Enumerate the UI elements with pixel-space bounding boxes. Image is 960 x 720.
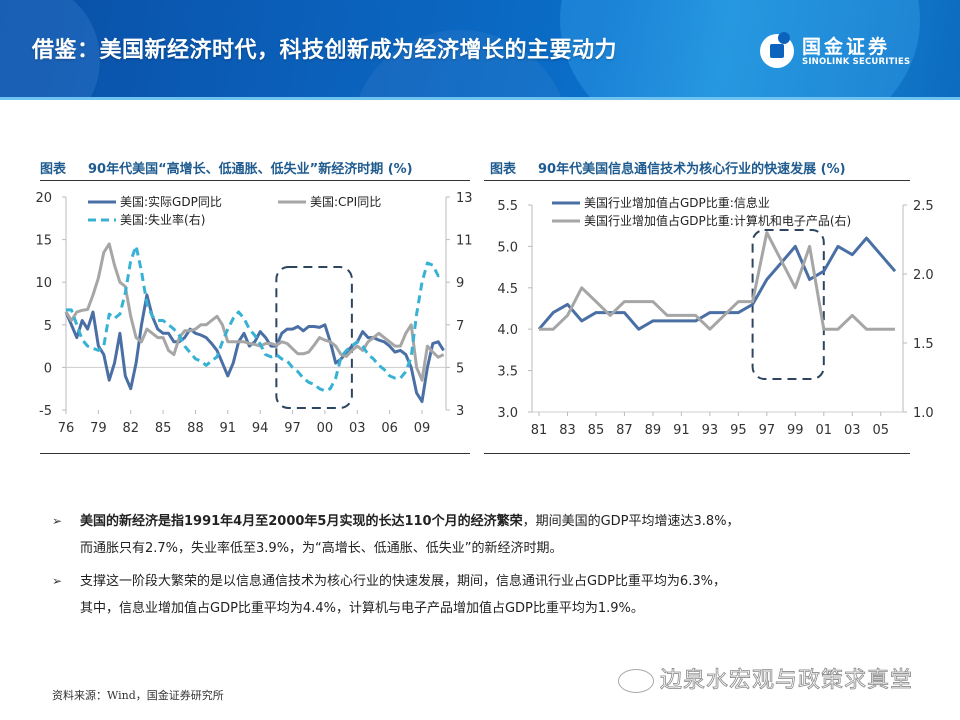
- y-tick-label-left: 4.5: [497, 282, 518, 297]
- series-line-1: [64, 293, 445, 403]
- bullet-arrow-icon: ➢: [52, 514, 63, 528]
- y-tick-label-right: 1.5: [913, 337, 934, 352]
- x-tick-label: 03: [844, 423, 861, 438]
- watermark: 边泉水宏观与政策求真堂: [618, 662, 913, 694]
- y-tick-label-right: 3: [456, 404, 464, 419]
- chart-left-label: 图表: [40, 162, 67, 177]
- watermark-text: 边泉水宏观与政策求真堂: [660, 668, 914, 694]
- x-tick-label: 99: [787, 423, 804, 438]
- x-tick-label: 88: [187, 421, 204, 436]
- bullet-text-line2: 其中，信息业增加值占GDP比重平均为4.4%，计算机与电子产品增加值占GDP比重…: [80, 601, 644, 616]
- x-tick-label: 03: [349, 421, 366, 436]
- y-tick-label-left: 5.0: [497, 240, 518, 255]
- bullet-bold-text: 美国的新经济是指1991年4月至2000年5月实现的长达110个月的经济繁荣: [80, 514, 523, 529]
- x-tick-label: 09: [414, 421, 431, 436]
- x-tick-label: 97: [759, 423, 776, 438]
- x-tick-label: 85: [155, 421, 172, 436]
- legend-label: 美国行业增加值占GDP比重:信息业: [584, 195, 770, 210]
- y-tick-label-left: 0: [44, 361, 52, 376]
- x-tick-label: 81: [531, 423, 548, 438]
- x-tick-label: 79: [90, 421, 107, 436]
- x-tick-label: 05: [872, 423, 889, 438]
- y-tick-label-left: 5: [44, 319, 52, 334]
- legend-label: 美国行业增加值占GDP比重:计算机和电子产品(右): [584, 213, 851, 228]
- x-tick-label: 85: [588, 423, 605, 438]
- x-tick-label: 97: [284, 421, 301, 436]
- x-tick-label: 94: [252, 421, 269, 436]
- x-tick-label: 83: [559, 423, 576, 438]
- series-line-3: [66, 244, 445, 393]
- header-banner: 借鉴：美国新经济时代，科技创新成为经济增长的主要动力 国金证券 SINOLINK…: [0, 0, 960, 100]
- y-tick-label-left: 20: [35, 191, 52, 206]
- x-tick-label: 00: [317, 421, 334, 436]
- legend-label: 美国:CPI同比: [310, 195, 381, 209]
- chart-left-bottom-rule: [40, 453, 470, 454]
- y-tick-label-left: 3.5: [497, 365, 518, 380]
- x-tick-label: 95: [730, 423, 747, 438]
- bullet-arrow-icon: ➢: [52, 574, 63, 588]
- decor-orb: [560, 0, 920, 100]
- y-tick-label-right: 7: [456, 319, 464, 334]
- bullet-text: 支撑这一阶段大繁荣的是以信息通信技术为核心行业的快速发展，期间，信息通讯行业占G…: [80, 574, 726, 589]
- x-tick-label: 82: [122, 421, 139, 436]
- company-logo: 国金证券 SINOLINK SECURITIES: [760, 30, 950, 74]
- bullet-item: ➢ 美国的新经济是指1991年4月至2000年5月实现的长达110个月的经济繁荣…: [52, 508, 932, 562]
- bullet-item: ➢ 支撑这一阶段大繁荣的是以信息通信技术为核心行业的快速发展，期间，信息通讯行业…: [52, 568, 932, 622]
- legend-label: 美国:失业率(右): [120, 212, 205, 227]
- y-tick-label-right: 11: [456, 234, 473, 249]
- y-tick-label-left: 4.0: [497, 323, 518, 338]
- x-tick-label: 01: [816, 423, 833, 438]
- bullet-list: ➢ 美国的新经济是指1991年4月至2000年5月实现的长达110个月的经济繁荣…: [52, 508, 932, 628]
- y-tick-label-right: 2.0: [913, 268, 934, 283]
- x-tick-label: 76: [58, 421, 75, 436]
- chart-left-title: 图表 90年代美国“高增长、低通胀、低失业”新经济时期 (%): [40, 158, 413, 177]
- bullet-text-line2: 而通胀只有2.7%，失业率低至3.9%，为“高增长、低通胀、低失业”的新经济时期…: [80, 541, 563, 556]
- y-tick-label-right: 5: [456, 361, 464, 376]
- y-tick-label-right: 9: [456, 276, 464, 291]
- y-tick-label-left: 15: [35, 234, 52, 249]
- chart-left-title-text: 90年代美国“高增长、低通胀、低失业”新经济时期 (%): [88, 162, 413, 177]
- y-tick-label-right: 13: [456, 191, 473, 206]
- bullet-text: ，期间美国的GDP平均增速达3.8%，: [522, 514, 740, 529]
- decor-orb: [0, 0, 100, 100]
- x-tick-label: 06: [381, 421, 398, 436]
- wechat-icon: [618, 669, 654, 693]
- chart-right-bottom-rule: [484, 453, 910, 454]
- y-tick-label-left: 10: [35, 276, 52, 291]
- chart-right-top-rule: [484, 180, 910, 181]
- y-tick-label-left: 5.5: [497, 199, 518, 214]
- x-tick-label: 89: [645, 423, 662, 438]
- chart-left-top-rule: [40, 180, 470, 181]
- page-title: 借鉴：美国新经济时代，科技创新成为经济增长的主要动力: [32, 38, 618, 63]
- y-tick-label-left: 3.0: [497, 406, 518, 421]
- series-line-1: [537, 236, 897, 331]
- legend-label: 美国:实际GDP同比: [120, 194, 222, 209]
- source-note: 资料来源：Wind，国金证券研究所: [52, 689, 224, 702]
- y-tick-label-left: -5: [39, 404, 52, 419]
- logo-mark-icon: [760, 32, 794, 68]
- series-line-2: [539, 231, 895, 331]
- x-tick-label: 91: [220, 421, 237, 436]
- header-divider: [0, 97, 960, 100]
- chart-right-title-text: 90年代美国信息通信技术为核心行业的快速发展 (%): [538, 162, 846, 177]
- highlight-box: [275, 266, 353, 409]
- y-tick-label-right: 2.5: [913, 199, 934, 214]
- x-tick-label: 87: [616, 423, 633, 438]
- y-tick-label-right: 1.0: [913, 406, 934, 421]
- logo-en: SINOLINK SECURITIES: [802, 57, 911, 67]
- logo-cn: 国金证券: [802, 36, 891, 58]
- chart-right-label: 图表: [490, 162, 517, 177]
- x-tick-label: 93: [702, 423, 719, 438]
- series-line-2: [64, 242, 445, 382]
- x-tick-label: 91: [673, 423, 690, 438]
- chart-right-title: 图表 90年代美国信息通信技术为核心行业的快速发展 (%): [490, 158, 846, 177]
